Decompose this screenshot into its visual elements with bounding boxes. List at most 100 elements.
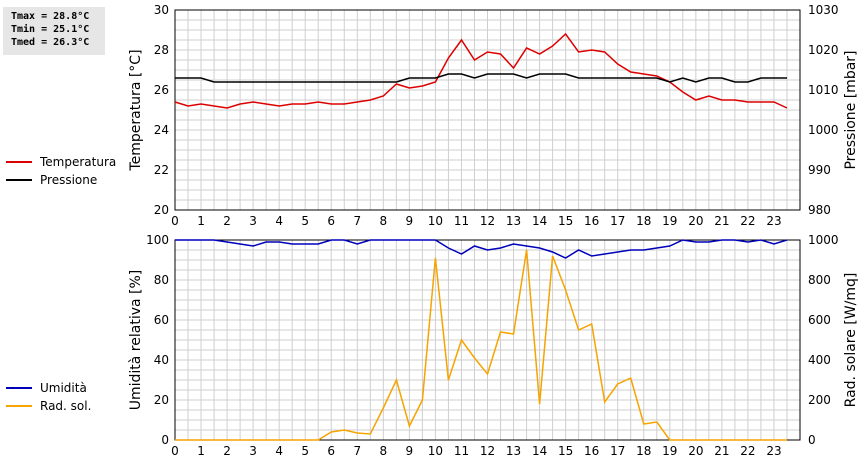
plot-frame-bottom bbox=[174, 239, 801, 441]
x-tick-label-top: 15 bbox=[558, 214, 573, 228]
x-tick-label-bottom: 7 bbox=[353, 444, 361, 458]
legend-item-pressione: Pressione bbox=[6, 171, 116, 189]
x-tick-label-top: 23 bbox=[766, 214, 781, 228]
x-tick-label-bottom: 18 bbox=[636, 444, 651, 458]
x-tick-label-bottom: 8 bbox=[380, 444, 388, 458]
x-tick-label-top: 10 bbox=[428, 214, 443, 228]
y-right-tick-label-top: 1020 bbox=[808, 43, 839, 57]
x-tick-label-top: 7 bbox=[353, 214, 361, 228]
legend-swatch-rad-sol bbox=[6, 405, 32, 407]
legend-label-temperatura: Temperatura bbox=[40, 155, 117, 169]
y-left-tick-label-bottom: 60 bbox=[154, 313, 169, 327]
series-line-rad-sol bbox=[175, 249, 787, 441]
legend-label-umidita: Umidità bbox=[40, 381, 87, 395]
x-tick-label-bottom: 13 bbox=[506, 444, 521, 458]
y-left-tick-label-top: 24 bbox=[154, 123, 169, 137]
x-tick-label-bottom: 16 bbox=[584, 444, 599, 458]
x-tick-label-top: 11 bbox=[454, 214, 469, 228]
x-tick-label-top: 2 bbox=[223, 214, 231, 228]
x-tick-label-bottom: 3 bbox=[249, 444, 257, 458]
y-left-tick-label-bottom: 20 bbox=[154, 393, 169, 407]
x-tick-label-top: 18 bbox=[636, 214, 651, 228]
y-right-tick-label-top: 990 bbox=[808, 163, 831, 177]
x-tick-label-bottom: 12 bbox=[480, 444, 495, 458]
x-tick-label-top: 20 bbox=[688, 214, 703, 228]
x-tick-label-bottom: 19 bbox=[662, 444, 677, 458]
y-right-tick-label-bottom: 200 bbox=[808, 393, 831, 407]
y-right-tick-label-bottom: 0 bbox=[808, 433, 816, 447]
x-tick-label-bottom: 5 bbox=[301, 444, 309, 458]
x-tick-label-bottom: 6 bbox=[327, 444, 335, 458]
x-tick-label-bottom: 20 bbox=[688, 444, 703, 458]
legend-label-pressione: Pressione bbox=[40, 173, 98, 187]
x-tick-label-bottom: 11 bbox=[454, 444, 469, 458]
x-tick-label-top: 9 bbox=[406, 214, 414, 228]
y-left-tick-label-top: 28 bbox=[154, 43, 169, 57]
tmin-text: Tmin = 25.1°C bbox=[11, 24, 90, 35]
legend-item-temperatura: Temperatura bbox=[6, 153, 116, 171]
x-tick-label-bottom: 1 bbox=[197, 444, 205, 458]
stats-box: Tmax = 28.8°C Tmin = 25.1°C Tmed = 26.3°… bbox=[3, 7, 105, 55]
x-tick-label-top: 12 bbox=[480, 214, 495, 228]
x-tick-label-top: 0 bbox=[171, 214, 179, 228]
x-tick-label-bottom: 23 bbox=[766, 444, 781, 458]
y-right-tick-label-bottom: 400 bbox=[808, 353, 831, 367]
plot-frame-top bbox=[174, 9, 801, 211]
legend-swatch-umidita bbox=[6, 387, 32, 389]
x-tick-label-bottom: 10 bbox=[428, 444, 443, 458]
x-tick-label-top: 4 bbox=[275, 214, 283, 228]
x-tick-label-bottom: 22 bbox=[740, 444, 755, 458]
y-right-tick-label-top: 1030 bbox=[808, 3, 839, 17]
y-left-tick-label-bottom: 0 bbox=[161, 433, 169, 447]
x-tick-label-top: 3 bbox=[249, 214, 257, 228]
y-right-axis-title-bottom: Rad. solare [W/mq] bbox=[843, 273, 859, 408]
x-tick-label-top: 17 bbox=[610, 214, 625, 228]
x-tick-label-bottom: 21 bbox=[714, 444, 729, 458]
y-right-tick-label-bottom: 1000 bbox=[808, 233, 839, 247]
y-left-tick-label-bottom: 40 bbox=[154, 353, 169, 367]
x-tick-label-top: 21 bbox=[714, 214, 729, 228]
y-right-axis-title-top: Pressione [mbar] bbox=[843, 50, 859, 169]
x-tick-label-bottom: 9 bbox=[406, 444, 414, 458]
x-tick-label-bottom: 0 bbox=[171, 444, 179, 458]
y-right-tick-label-top: 980 bbox=[808, 203, 831, 217]
x-tick-label-top: 16 bbox=[584, 214, 599, 228]
x-tick-label-top: 5 bbox=[301, 214, 309, 228]
x-tick-label-top: 19 bbox=[662, 214, 677, 228]
tmed-text: Tmed = 26.3°C bbox=[11, 37, 90, 48]
x-tick-label-top: 14 bbox=[532, 214, 547, 228]
legend-swatch-temperatura bbox=[6, 161, 32, 163]
series-line-temperatura bbox=[174, 32, 788, 109]
x-tick-label-bottom: 15 bbox=[558, 444, 573, 458]
x-tick-label-top: 22 bbox=[740, 214, 755, 228]
y-left-tick-label-top: 20 bbox=[154, 203, 169, 217]
legend-swatch-pressione bbox=[6, 179, 32, 181]
y-left-tick-label-bottom: 80 bbox=[154, 273, 169, 287]
y-left-tick-label-top: 22 bbox=[154, 163, 169, 177]
legend-top: Temperatura Pressione bbox=[6, 153, 116, 189]
legend-label-rad-sol: Rad. sol. bbox=[40, 399, 92, 413]
legend-item-rad-sol: Rad. sol. bbox=[6, 397, 91, 415]
x-tick-label-bottom: 14 bbox=[532, 444, 547, 458]
legend-bottom: Umidità Rad. sol. bbox=[6, 379, 91, 415]
y-right-tick-label-bottom: 600 bbox=[808, 313, 831, 327]
x-tick-label-top: 1 bbox=[197, 214, 205, 228]
series-line-umidit bbox=[175, 239, 788, 259]
x-tick-label-bottom: 4 bbox=[275, 444, 283, 458]
y-right-tick-label-bottom: 800 bbox=[808, 273, 831, 287]
y-left-tick-label-bottom: 100 bbox=[146, 233, 169, 247]
tmax-text: Tmax = 28.8°C bbox=[11, 11, 90, 22]
y-left-tick-label-top: 26 bbox=[154, 83, 169, 97]
legend-item-umidita: Umidità bbox=[6, 379, 91, 397]
y-left-tick-label-top: 30 bbox=[154, 3, 169, 17]
x-tick-label-bottom: 2 bbox=[223, 444, 231, 458]
y-left-axis-title-bottom: Umidità relativa [%] bbox=[128, 270, 144, 411]
y-left-axis-title-top: Temperatura [°C] bbox=[128, 49, 144, 171]
series-line-pressione bbox=[175, 73, 787, 83]
x-tick-label-top: 13 bbox=[506, 214, 521, 228]
x-tick-label-top: 6 bbox=[327, 214, 335, 228]
y-right-tick-label-top: 1000 bbox=[808, 123, 839, 137]
x-tick-label-bottom: 17 bbox=[610, 444, 625, 458]
x-tick-label-top: 8 bbox=[380, 214, 388, 228]
